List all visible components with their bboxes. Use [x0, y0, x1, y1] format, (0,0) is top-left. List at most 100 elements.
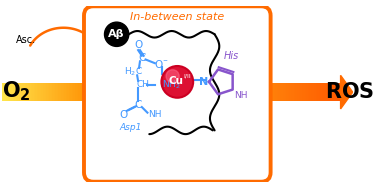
- Bar: [263, 83, 265, 102]
- Bar: [87, 83, 89, 102]
- Text: O: O: [155, 60, 163, 70]
- Bar: [69, 83, 71, 102]
- Bar: [6, 83, 8, 102]
- Text: I/II: I/II: [184, 74, 192, 79]
- Bar: [61, 83, 63, 102]
- Bar: [3, 83, 5, 102]
- Bar: [14, 83, 16, 102]
- Bar: [313, 83, 314, 102]
- Bar: [19, 83, 21, 102]
- Text: H$_2$C: H$_2$C: [124, 65, 143, 78]
- Bar: [291, 83, 293, 102]
- Text: N: N: [199, 77, 208, 87]
- Text: NH: NH: [234, 91, 248, 100]
- Bar: [81, 83, 83, 102]
- Text: His: His: [224, 51, 239, 61]
- Circle shape: [104, 22, 129, 46]
- Bar: [252, 83, 254, 102]
- Bar: [283, 83, 285, 102]
- Bar: [89, 83, 91, 102]
- Bar: [314, 83, 316, 102]
- Bar: [303, 83, 305, 102]
- Bar: [17, 83, 19, 102]
- Bar: [280, 83, 282, 102]
- Bar: [78, 83, 80, 102]
- Bar: [331, 83, 333, 102]
- Bar: [261, 83, 263, 102]
- Bar: [274, 83, 276, 102]
- Bar: [28, 83, 30, 102]
- Bar: [29, 83, 31, 102]
- Bar: [8, 83, 10, 102]
- Bar: [338, 83, 339, 102]
- Bar: [299, 83, 301, 102]
- Bar: [51, 83, 53, 102]
- Bar: [75, 83, 77, 102]
- Bar: [296, 83, 297, 102]
- Bar: [317, 83, 319, 102]
- Text: Cu: Cu: [169, 76, 184, 86]
- Bar: [266, 83, 268, 102]
- Circle shape: [161, 66, 193, 98]
- Bar: [48, 83, 50, 102]
- Bar: [258, 83, 260, 102]
- Bar: [15, 83, 17, 102]
- Bar: [305, 83, 307, 102]
- Bar: [255, 83, 257, 102]
- Bar: [308, 83, 310, 102]
- Bar: [282, 83, 284, 102]
- Bar: [307, 83, 308, 102]
- Bar: [302, 83, 304, 102]
- Bar: [86, 83, 88, 102]
- Bar: [286, 83, 288, 102]
- Bar: [257, 83, 259, 102]
- Bar: [12, 83, 14, 102]
- Bar: [37, 83, 39, 102]
- Bar: [2, 83, 4, 102]
- Bar: [36, 83, 37, 102]
- Bar: [333, 83, 335, 102]
- Bar: [92, 83, 94, 102]
- Bar: [9, 83, 11, 102]
- Text: Asp1: Asp1: [119, 123, 142, 132]
- Bar: [271, 83, 273, 102]
- Bar: [327, 83, 328, 102]
- Bar: [25, 83, 27, 102]
- Bar: [260, 83, 262, 102]
- Text: O: O: [119, 110, 127, 120]
- Bar: [288, 83, 290, 102]
- Bar: [55, 83, 57, 102]
- Bar: [60, 83, 62, 102]
- Bar: [43, 83, 45, 102]
- Bar: [83, 83, 85, 102]
- Bar: [5, 83, 7, 102]
- Bar: [325, 83, 327, 102]
- Text: In-between state: In-between state: [130, 12, 225, 22]
- Polygon shape: [93, 77, 105, 107]
- Bar: [321, 83, 322, 102]
- Bar: [336, 83, 338, 102]
- Text: $\mathbf{O_2}$: $\mathbf{O_2}$: [2, 79, 31, 103]
- Text: Asc.: Asc.: [16, 35, 36, 45]
- Circle shape: [166, 70, 179, 83]
- Bar: [26, 83, 28, 102]
- Bar: [66, 83, 68, 102]
- Bar: [254, 83, 256, 102]
- Text: CH: CH: [136, 80, 149, 89]
- Bar: [80, 83, 82, 102]
- Bar: [73, 83, 76, 102]
- Bar: [67, 83, 70, 102]
- Text: $^-$: $^-$: [161, 57, 169, 66]
- Bar: [247, 83, 249, 102]
- Bar: [84, 83, 86, 102]
- Bar: [297, 83, 299, 102]
- Bar: [339, 83, 341, 102]
- Bar: [294, 83, 296, 102]
- Bar: [64, 83, 67, 102]
- Text: C: C: [138, 53, 146, 63]
- Text: C: C: [135, 100, 142, 110]
- Text: NH$_2$: NH$_2$: [163, 78, 181, 91]
- Text: O: O: [134, 39, 142, 50]
- Bar: [22, 83, 24, 102]
- Bar: [324, 83, 325, 102]
